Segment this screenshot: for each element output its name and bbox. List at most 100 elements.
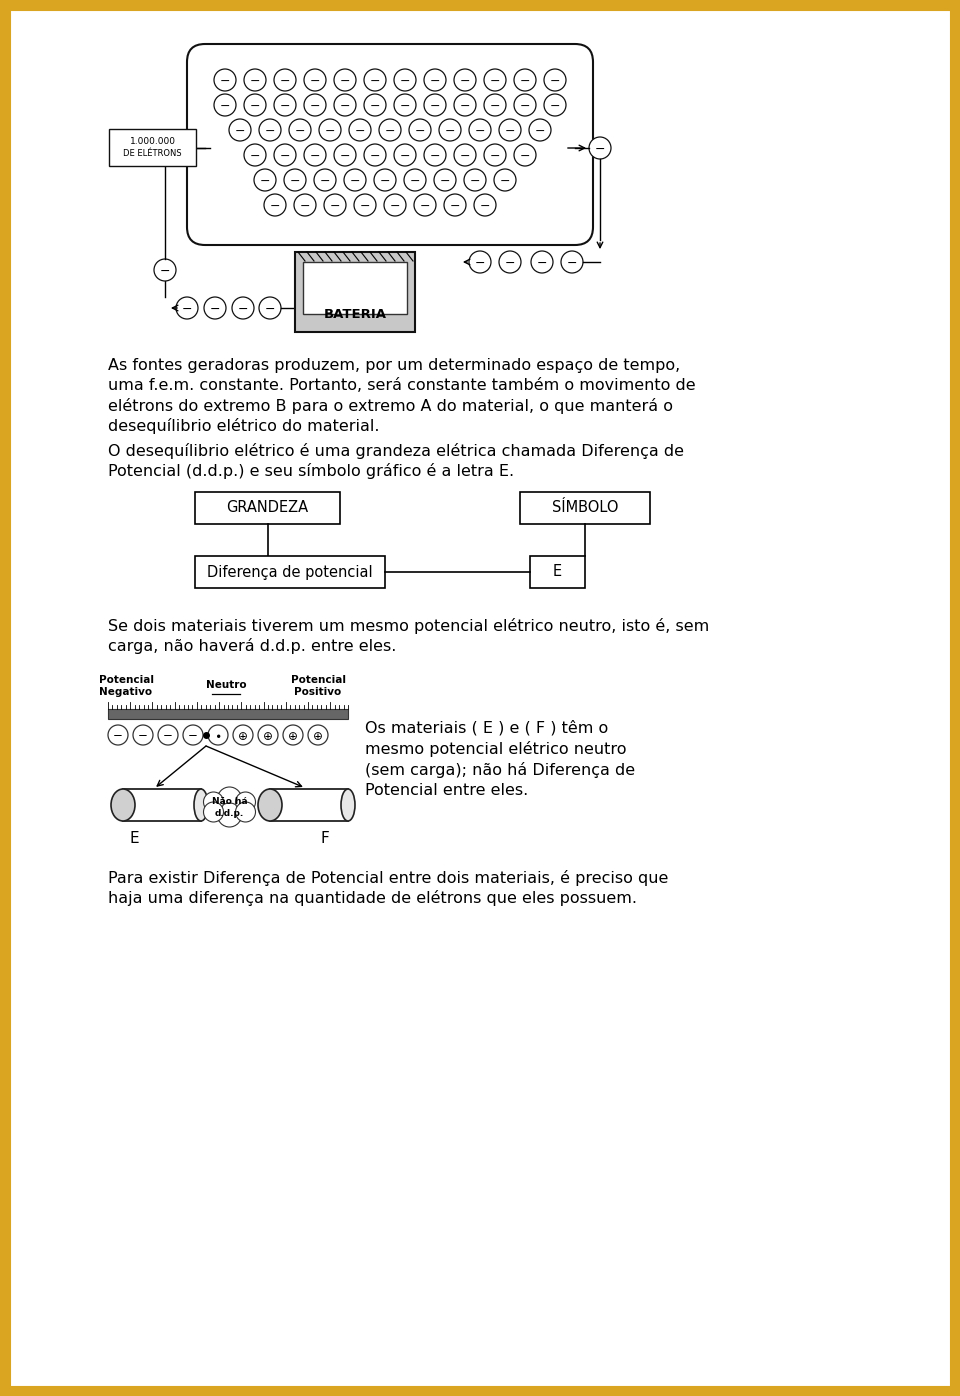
Text: −: − — [265, 124, 276, 137]
Circle shape — [154, 260, 176, 281]
Text: DE ELÉTRONS: DE ELÉTRONS — [123, 149, 181, 159]
Text: −: − — [505, 124, 516, 137]
Text: −: − — [519, 149, 530, 162]
Circle shape — [474, 194, 496, 216]
Text: Neutro: Neutro — [205, 680, 247, 690]
Circle shape — [454, 68, 476, 91]
Ellipse shape — [258, 789, 282, 821]
Text: −: − — [370, 74, 380, 88]
Circle shape — [394, 94, 416, 116]
Text: 1.000.000: 1.000.000 — [130, 137, 176, 147]
Text: −: − — [475, 257, 485, 269]
Text: Potencial (d.d.p.) e seu símbolo gráfico é a letra E.: Potencial (d.d.p.) e seu símbolo gráfico… — [108, 463, 515, 479]
Text: −: − — [113, 730, 123, 743]
Circle shape — [544, 94, 566, 116]
Circle shape — [404, 169, 426, 191]
Text: carga, não haverá d.d.p. entre eles.: carga, não haverá d.d.p. entre eles. — [108, 638, 396, 653]
Text: −: − — [449, 200, 460, 212]
Text: −: − — [505, 257, 516, 269]
Circle shape — [334, 94, 356, 116]
Text: SÍMBOLO: SÍMBOLO — [552, 501, 618, 515]
Circle shape — [349, 119, 371, 141]
Text: −: − — [329, 200, 340, 212]
Text: −: − — [220, 74, 230, 88]
Text: haja uma diferença na quantidade de elétrons que eles possuem.: haja uma diferença na quantidade de elét… — [108, 891, 637, 906]
FancyBboxPatch shape — [270, 789, 348, 821]
FancyBboxPatch shape — [5, 6, 955, 1390]
Circle shape — [304, 68, 326, 91]
Circle shape — [308, 725, 328, 745]
Text: −: − — [181, 303, 192, 315]
Text: −: − — [535, 124, 545, 137]
Circle shape — [344, 169, 366, 191]
Circle shape — [183, 725, 203, 745]
Circle shape — [514, 68, 536, 91]
FancyBboxPatch shape — [187, 45, 593, 246]
Text: −: − — [550, 99, 561, 113]
Text: −: − — [320, 174, 330, 187]
Circle shape — [229, 119, 251, 141]
Text: Potencial
Positivo: Potencial Positivo — [291, 676, 346, 697]
Text: −: − — [490, 149, 500, 162]
Circle shape — [289, 119, 311, 141]
FancyBboxPatch shape — [303, 262, 407, 314]
Text: Se dois materiais tiverem um mesmo potencial elétrico neutro, isto é, sem: Se dois materiais tiverem um mesmo poten… — [108, 618, 709, 634]
Circle shape — [561, 251, 583, 274]
Circle shape — [204, 801, 224, 822]
Text: −: − — [399, 149, 410, 162]
Text: −: − — [138, 730, 148, 743]
Text: ⊕: ⊕ — [238, 730, 248, 743]
Text: ⊕: ⊕ — [313, 730, 323, 743]
Circle shape — [208, 725, 228, 745]
Text: −: − — [270, 200, 280, 212]
Text: −: − — [415, 124, 425, 137]
Text: −: − — [159, 264, 170, 278]
Ellipse shape — [111, 789, 135, 821]
Text: d.d.p.: d.d.p. — [215, 810, 244, 818]
Text: −: − — [265, 303, 276, 315]
Circle shape — [304, 144, 326, 166]
Text: −: − — [490, 74, 500, 88]
Text: Não há: Não há — [212, 797, 248, 807]
Circle shape — [235, 801, 255, 822]
Circle shape — [379, 119, 401, 141]
Text: −: − — [566, 257, 577, 269]
Circle shape — [158, 725, 178, 745]
Text: −: − — [460, 149, 470, 162]
Circle shape — [224, 793, 252, 821]
Text: −: − — [340, 149, 350, 162]
Circle shape — [334, 144, 356, 166]
Text: −: − — [410, 174, 420, 187]
Circle shape — [258, 725, 278, 745]
Circle shape — [384, 194, 406, 216]
Circle shape — [409, 119, 431, 141]
Ellipse shape — [194, 789, 208, 821]
FancyBboxPatch shape — [295, 253, 415, 332]
Circle shape — [424, 94, 446, 116]
Circle shape — [374, 169, 396, 191]
Circle shape — [394, 68, 416, 91]
Circle shape — [214, 68, 236, 91]
Circle shape — [484, 144, 506, 166]
Text: ∙: ∙ — [214, 730, 222, 743]
Text: −: − — [235, 124, 245, 137]
Ellipse shape — [341, 789, 355, 821]
Circle shape — [589, 137, 611, 159]
Circle shape — [254, 169, 276, 191]
Text: Diferença de potencial: Diferença de potencial — [207, 564, 372, 579]
Circle shape — [364, 94, 386, 116]
Circle shape — [218, 787, 242, 811]
Text: −: − — [430, 99, 441, 113]
Circle shape — [354, 194, 376, 216]
Text: −: − — [310, 149, 321, 162]
Circle shape — [364, 144, 386, 166]
Text: −: − — [399, 99, 410, 113]
Circle shape — [259, 297, 281, 320]
Text: −: − — [380, 174, 391, 187]
Text: ⊕: ⊕ — [263, 730, 273, 743]
Text: −: − — [399, 74, 410, 88]
Text: −: − — [385, 124, 396, 137]
Text: −: − — [290, 174, 300, 187]
Text: −: − — [430, 149, 441, 162]
FancyBboxPatch shape — [108, 709, 348, 719]
